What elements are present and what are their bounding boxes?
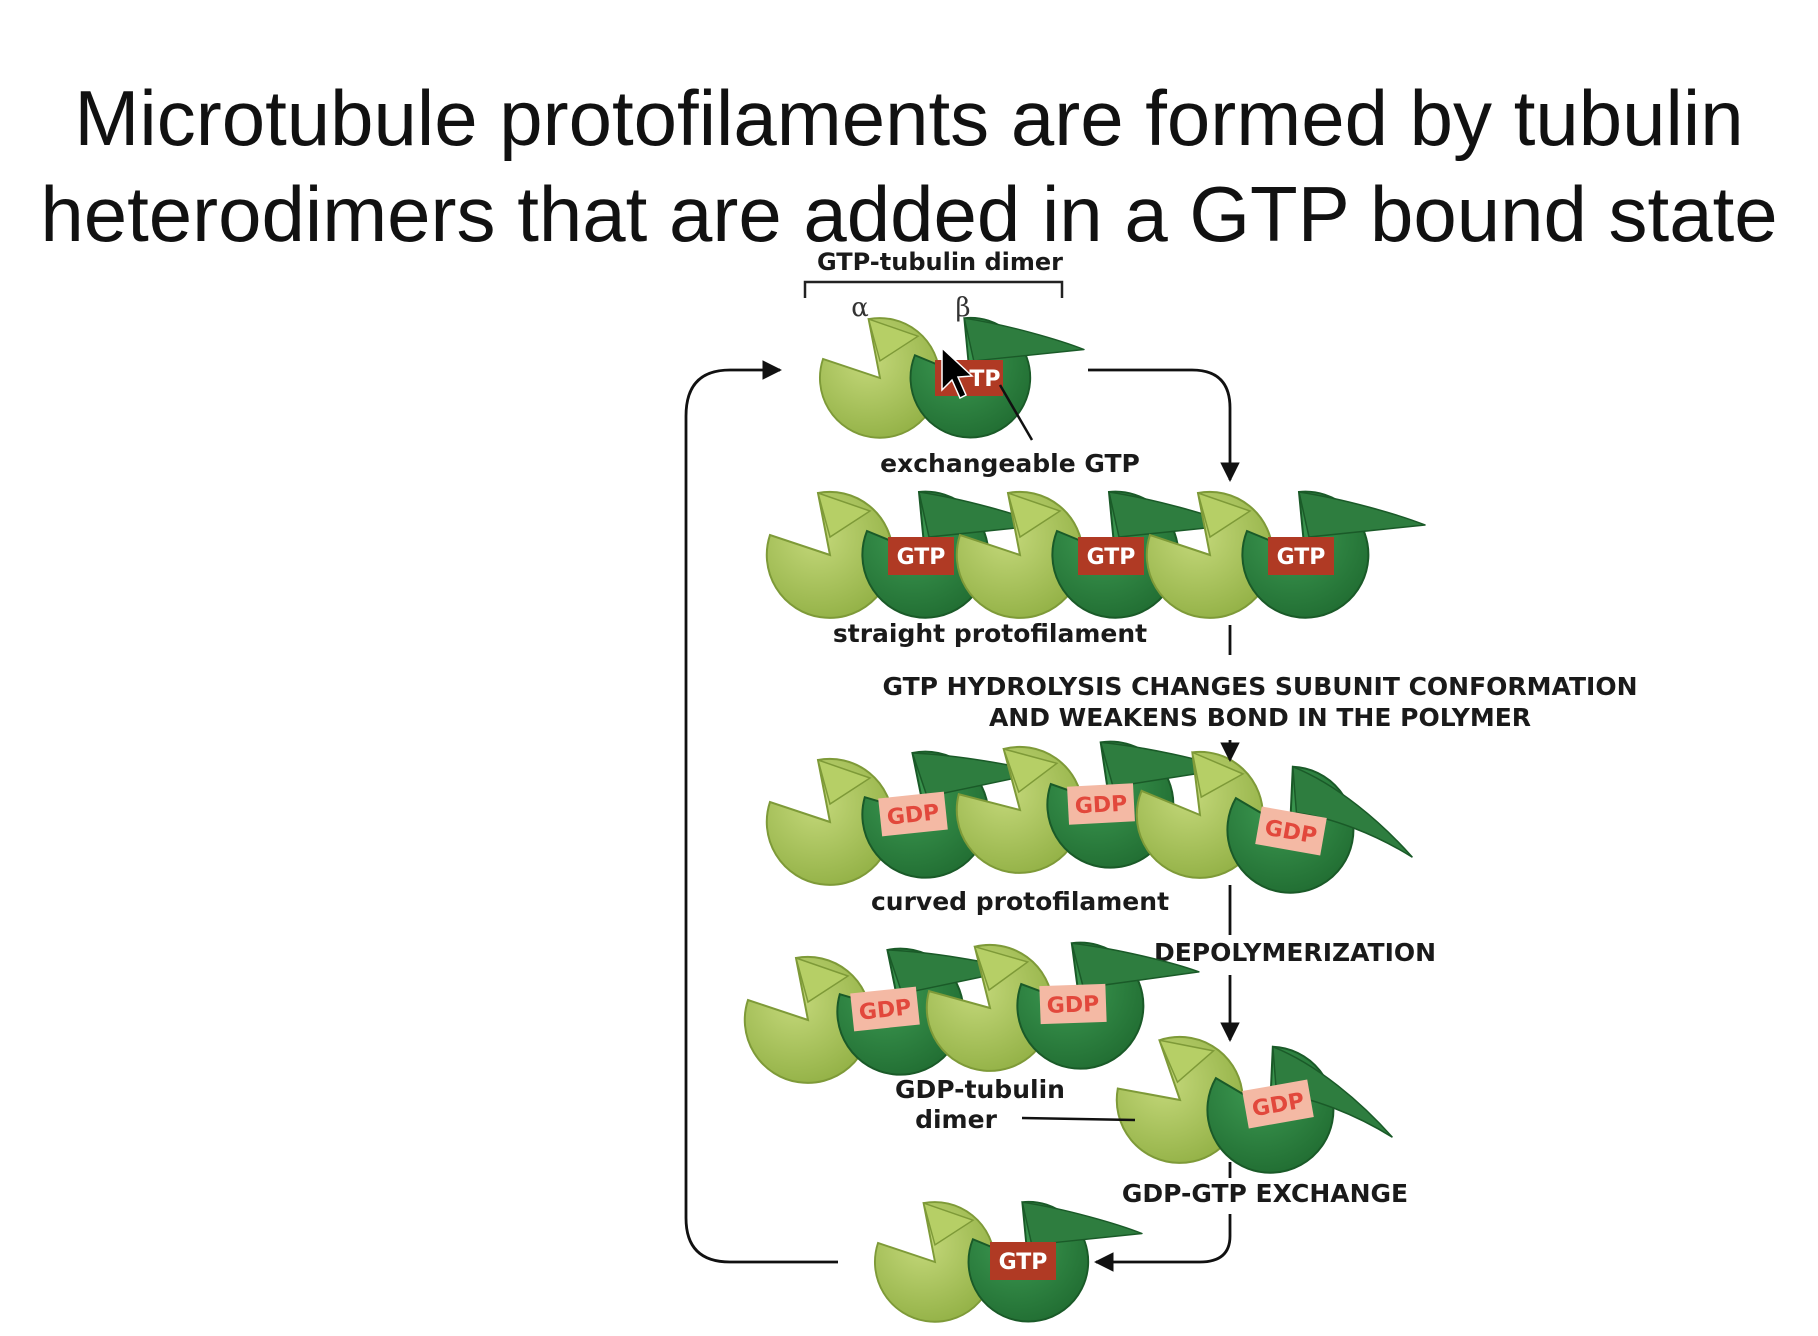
gtp-box xyxy=(1078,537,1144,575)
gtp-text: GTP xyxy=(1277,545,1326,570)
arrow-recycle-to-top xyxy=(684,360,838,1264)
gtp-text: TP xyxy=(969,367,1000,392)
gtp-text: GTP xyxy=(1087,545,1136,570)
gdp-box xyxy=(850,986,920,1032)
gtp-box xyxy=(990,1242,1056,1280)
exchangeable-gtp-label: exchangeable GTP xyxy=(880,449,1140,478)
gdp-gtp-exchange-label: GDP-GTP EXCHANGE xyxy=(1122,1179,1408,1208)
gdp-tubulin-dimer-label-line-2: dimer xyxy=(915,1105,997,1134)
gdp-tubulin-dimer-label-line-1: GDP-tubulin xyxy=(895,1075,1065,1104)
arrow-exchange-to-gtp-dimer xyxy=(1094,1214,1232,1272)
beta-symbol: β xyxy=(955,293,970,323)
bottom-gtp-tubulin-dimer: GTP xyxy=(873,1200,1143,1323)
gdp-text: GDP xyxy=(886,800,941,830)
hydrolysis-caption-line-1: GTP HYDROLYSIS CHANGES SUBUNIT CONFORMAT… xyxy=(882,672,1637,701)
gtp-text: GTP xyxy=(999,1250,1048,1275)
gdp-text: GDP xyxy=(1074,792,1128,820)
curved-protofilament: GDP GDP GDP xyxy=(765,734,1424,911)
dimer-bracket xyxy=(803,280,1064,298)
gtp-text: GTP xyxy=(897,545,946,570)
slide-title: Microtubule protofilaments are formed by… xyxy=(0,70,1818,262)
depolymerization-label: DEPOLYMERIZATION xyxy=(1154,938,1436,967)
hydrolysis-caption-line-2: AND WEAKENS BOND IN THE POLYMER xyxy=(989,703,1531,732)
alpha-symbol: α xyxy=(851,293,869,323)
straight-protofilament: GTP GTP GTP xyxy=(765,490,1426,619)
gdp-box xyxy=(1039,983,1107,1025)
title-line-2: heterodimers that are added in a GTP bou… xyxy=(40,170,1778,259)
gdp-box xyxy=(1255,806,1327,856)
mouse-cursor-icon xyxy=(941,346,974,400)
gdp-box xyxy=(878,791,948,837)
gtp-tubulin-dimer-label: GTP-tubulin dimer xyxy=(817,248,1063,276)
gdp-box xyxy=(1067,783,1135,825)
gdp-box xyxy=(1242,1079,1314,1129)
gdp-dimer-pointer-line xyxy=(1021,1116,1136,1122)
gtp-box xyxy=(888,537,954,575)
arrow-dimer-to-straight xyxy=(1088,368,1240,482)
depolymerizing-fragment: GDP GDP xyxy=(743,935,1204,1084)
gdp-text: GDP xyxy=(858,995,913,1025)
title-line-1: Microtubule protofilaments are formed by… xyxy=(74,74,1744,163)
gdp-tubulin-dimer: GDP xyxy=(1107,1027,1404,1191)
curved-protofilament-label: curved protofilament xyxy=(871,887,1169,916)
top-gtp-tubulin-dimer: TP xyxy=(818,316,1085,439)
gdp-text: GDP xyxy=(1046,992,1099,1019)
gtp-box xyxy=(1268,537,1334,575)
exchangeable-pointer-line xyxy=(998,384,1034,441)
straight-protofilament-label: straight protofilament xyxy=(833,619,1147,648)
